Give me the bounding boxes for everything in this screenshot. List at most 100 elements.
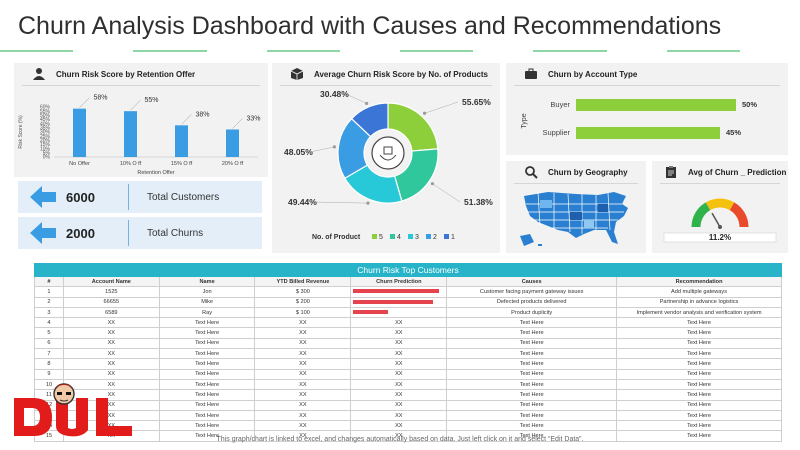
cell-rec: Text Here: [616, 420, 782, 432]
products-header: Average Churn Risk Score by No. of Produ…: [272, 63, 500, 85]
cell-n: 7: [34, 348, 64, 360]
x-axis-title: Retention Offer: [137, 170, 174, 176]
churn-prediction-cell: XX: [350, 317, 448, 329]
account-type-panel: Churn by Account Type Type Buyer 50% Suppli…: [506, 63, 788, 155]
churn-prediction-cell: XX: [350, 399, 448, 411]
table-row[interactable]: 15 XX Text Here XX XX Text Here Text Here: [34, 430, 782, 442]
kpi-total-customers: 6000 Total Customers: [18, 181, 262, 213]
y-axis-title: Risk Score (%): [18, 115, 24, 149]
table-row[interactable]: 7 XX Text Here XX XX Text Here Text Here: [34, 348, 782, 360]
cell-rec: Text Here: [616, 409, 782, 422]
table-row[interactable]: 3 6589 Ray $ 100 Product duplicity Implement …: [34, 306, 782, 319]
column-header: YTD Billed Revenue: [254, 275, 352, 288]
donut-slice: [350, 102, 389, 138]
search-icon: [524, 165, 538, 179]
cell-cause: Text Here: [446, 317, 618, 329]
y-tick-label: 20%: [40, 138, 51, 144]
cell-cause: Text Here: [446, 327, 618, 339]
column-header: #: [34, 275, 64, 288]
y-tick-label: 35%: [40, 125, 51, 131]
gauge-value: 11.2%: [709, 233, 731, 242]
cell-cause: Text Here: [446, 409, 618, 422]
column-header: Name: [158, 275, 256, 288]
cell-cause: Text Here: [446, 337, 618, 350]
cell-revenue: XX: [254, 389, 352, 401]
kpi-label: Total Churns: [147, 227, 204, 239]
cell-revenue: XX: [254, 409, 352, 422]
table-row[interactable]: 5 XX Text Here XX XX Text Here Text Here: [34, 327, 782, 339]
cell-rec: Text Here: [616, 430, 782, 442]
cell-revenue: XX: [254, 378, 352, 391]
cell-account: XX: [62, 368, 160, 380]
cell-name: Text Here: [158, 337, 256, 350]
cell-account: 6589: [62, 306, 160, 319]
legend-swatch: [390, 234, 395, 239]
cell-name: Text Here: [158, 409, 256, 422]
data-label: 55%: [145, 97, 159, 104]
cell-n: 9: [34, 368, 64, 380]
cell-cause: Text Here: [446, 358, 618, 370]
products-panel: Average Churn Risk Score by No. of Produ…: [272, 63, 500, 253]
kpi-label: Total Customers: [147, 191, 220, 203]
retention-offer-panel: Churn Risk Score by Retention Offer 60% 5…: [14, 63, 268, 177]
cell-revenue: XX: [254, 368, 352, 380]
cell-revenue: $ 300: [254, 286, 352, 298]
briefcase-icon: [524, 67, 538, 81]
cell-n: 4: [34, 317, 64, 329]
cell-name: Text Here: [158, 420, 256, 432]
cell-account: XX: [62, 348, 160, 360]
table-row[interactable]: 1 1525 Jon $ 300 Customer facing payment gat…: [34, 286, 782, 298]
slice-label: 49.44%: [288, 197, 317, 207]
cell-name: Text Here: [158, 317, 256, 329]
cell-cause: Text Here: [446, 389, 618, 401]
cell-revenue: XX: [254, 317, 352, 329]
legend-label: 3: [415, 234, 419, 241]
table-row[interactable]: 9 XX Text Here XX XX Text Here Text Here: [34, 368, 782, 380]
x-tick-label: No Offer: [69, 161, 90, 167]
category-label: Buyer: [550, 100, 570, 109]
column-header: Causes: [446, 275, 618, 288]
cell-rec: Text Here: [616, 378, 782, 391]
kpi-value: 2000: [66, 225, 95, 241]
table-row[interactable]: 4 XX Text Here XX XX Text Here Text Here: [34, 317, 782, 329]
kpi-value: 6000: [66, 189, 95, 205]
prediction-panel: Avg of Churn _ Prediction 11.2%: [652, 161, 788, 253]
table-row[interactable]: 8 XX Text Here XX XX Text Here Text Here: [34, 358, 782, 370]
bar: [175, 125, 188, 157]
table-row[interactable]: 11 XX Text Here XX XX Text Here Text Here: [34, 389, 782, 401]
legend-title: No. of Product: [312, 234, 361, 241]
legend-label: 1: [451, 234, 455, 241]
cell-name: Ray: [158, 306, 256, 319]
cell-cause: Customer facing payment gateway issues: [446, 286, 618, 298]
bar: [226, 129, 239, 157]
cell-name: Text Here: [158, 399, 256, 411]
churn-prediction-cell: XX: [350, 358, 448, 370]
cell-rec: Text Here: [616, 399, 782, 411]
cell-cause: Text Here: [446, 378, 618, 391]
cell-name: Text Here: [158, 327, 256, 339]
cell-n: 2: [34, 296, 64, 308]
cell-name: Text Here: [158, 389, 256, 401]
prediction-bar: [353, 310, 388, 315]
footnote: This graph/chart is linked to excel, and…: [216, 436, 584, 443]
column-header: Recommendation: [616, 275, 782, 288]
legend-swatch: [426, 234, 431, 239]
legend-label: 2: [433, 234, 437, 241]
table-row[interactable]: 10 XX Text Here XX XX Text Here Text Here: [34, 378, 782, 391]
churn-prediction-cell: XX: [350, 337, 448, 350]
table-row[interactable]: 2 66655 Mike $ 200 Defected products deliver…: [34, 296, 782, 308]
prediction-bar: [353, 299, 434, 304]
churn-prediction-cell: XX: [350, 409, 448, 422]
geography-title: Churn by Geography: [548, 167, 628, 177]
clipboard-icon: [664, 165, 678, 179]
table-row[interactable]: 6 XX Text Here XX XX Text Here Text Here: [34, 337, 782, 350]
bar: [124, 111, 137, 157]
y-tick-label: 30%: [40, 130, 51, 136]
title-divider: [0, 50, 800, 52]
cell-cause: Text Here: [446, 348, 618, 360]
arrow-icon: [30, 186, 56, 208]
gauge-segment: [691, 202, 711, 228]
